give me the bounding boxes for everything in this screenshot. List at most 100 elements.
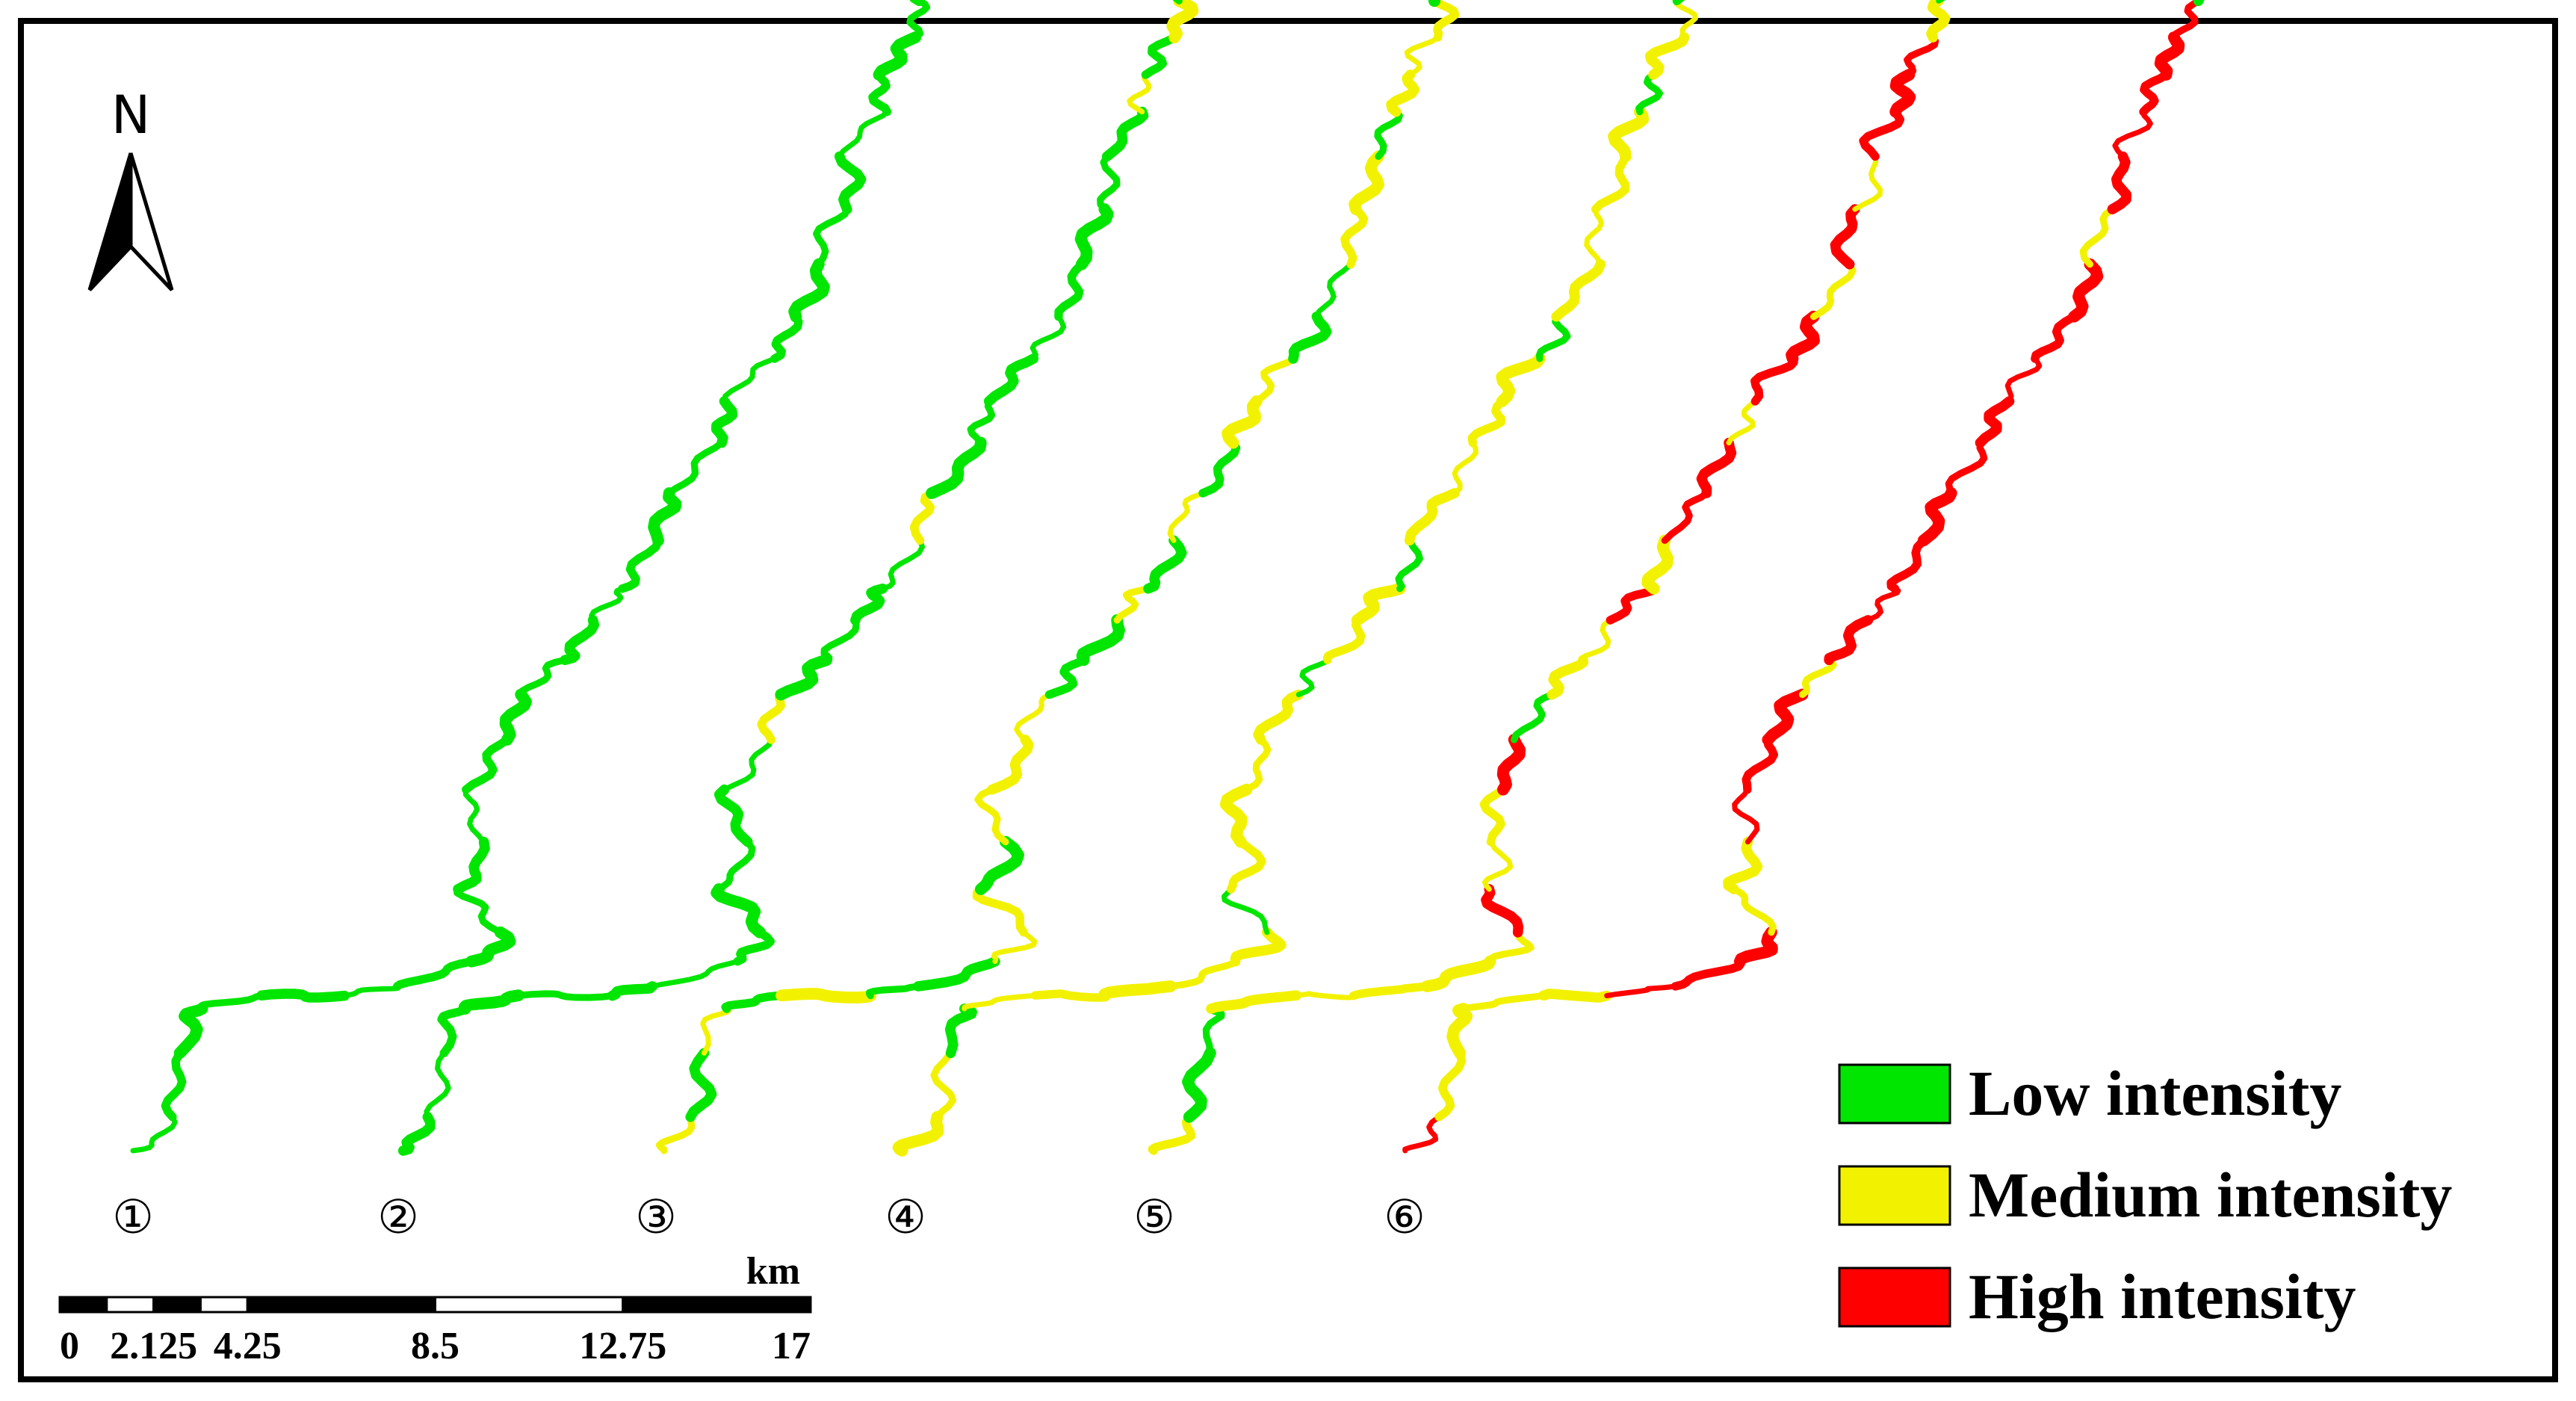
river-segment-medium: [1167, 958, 1239, 990]
river-segment-medium: [2079, 205, 2116, 268]
river-segment-low: [967, 398, 996, 447]
panel-labels: ① ② ③ ④ ⑤ ⑥: [112, 1190, 1425, 1244]
scale-segment: [105, 1296, 155, 1314]
river-segment-low: [722, 737, 774, 793]
river-segment-medium: [1452, 440, 1479, 496]
river-segment-medium: [1446, 1003, 1473, 1060]
river-segment-medium: [1098, 980, 1177, 1002]
river-segment-high: [2031, 312, 2078, 363]
river-segment-medium: [1852, 153, 1883, 212]
river-segment-low: [909, 0, 925, 7]
river-segment-medium: [1014, 692, 1052, 743]
north-arrow: N: [87, 84, 174, 291]
river-segment-medium: [1479, 785, 1508, 847]
scale-segment: [152, 1296, 202, 1314]
river-segment-medium: [1206, 990, 1302, 1014]
river-segment-low: [465, 926, 516, 968]
scale-segment: [622, 1296, 812, 1314]
scale-bar: km 0 2.125 4.25 8.5 12.75 17: [58, 1250, 812, 1367]
river-segment-medium: [1166, 0, 1199, 43]
river-segment-low: [711, 396, 737, 448]
river-segment-low: [1074, 203, 1114, 270]
river-segment-low: [837, 109, 890, 159]
river-segment-low: [1054, 260, 1086, 321]
river-segment-high: [1671, 957, 1745, 991]
scale-tick-label: 4.25: [214, 1325, 282, 1367]
river-panel-3: [655, 0, 1460, 1154]
river-segment-medium: [1730, 885, 1777, 936]
river-segment-medium: [1031, 989, 1109, 1002]
river-segment-medium: [1579, 617, 1613, 663]
river-segment-low: [722, 356, 778, 404]
legend-swatch-low: [1838, 1063, 1951, 1125]
river-segment-low: [515, 990, 616, 1001]
river-panel-5: [1148, 0, 1951, 1155]
river-segment-medium: [1349, 982, 1431, 1001]
river-segment-medium: [1434, 1048, 1467, 1122]
river-segment-medium: [1467, 397, 1507, 448]
river-segment-high: [2004, 356, 2043, 404]
scale-tick-label: 17: [772, 1325, 811, 1367]
river-segment-medium: [1591, 152, 1630, 214]
river-segment-medium: [1322, 616, 1366, 664]
river-segment-medium: [1167, 490, 1206, 543]
river-segment-medium: [1421, 955, 1496, 992]
river-segment-medium: [1674, 0, 1698, 40]
river-segment-low: [975, 835, 1024, 895]
river-segment-low: [462, 787, 487, 845]
river-segment-medium: [655, 1113, 696, 1154]
river-segment-medium: [962, 992, 1038, 1012]
river-segment-medium: [1293, 991, 1357, 1001]
river-segment-low: [453, 885, 504, 936]
river-panels: [130, 0, 2205, 1157]
river-segment-low: [713, 784, 753, 847]
river-segment-low: [173, 1003, 208, 1060]
legend: Low intensity Medium intensity High intens…: [1838, 1057, 2452, 1332]
legend-item-low: Low intensity: [1838, 1057, 2341, 1129]
river-segment-medium: [1230, 927, 1287, 967]
river-segment-low: [834, 151, 867, 214]
river-segment-medium: [1386, 69, 1419, 117]
scale-segment: [246, 1296, 436, 1314]
river-segment-low: [1288, 311, 1332, 364]
river-segment-medium: [987, 734, 1034, 795]
river-segment-low: [462, 735, 512, 794]
panel-label-5: ⑤: [1133, 1190, 1175, 1244]
river-segment-medium: [1926, 0, 1951, 43]
river-segment-low: [1672, 0, 1685, 5]
river-segment-medium: [1404, 488, 1460, 546]
scale-tick-label: 2.125: [110, 1325, 197, 1367]
river-segment-low: [1395, 536, 1423, 593]
river-segment-high: [1606, 584, 1659, 625]
river-segment-medium: [991, 930, 1038, 965]
river-segment-medium: [1486, 929, 1535, 965]
river-segment-low: [393, 957, 476, 991]
river-segment-low: [607, 981, 658, 1001]
river-segment-low: [868, 70, 892, 117]
river-segment-medium: [972, 885, 1028, 937]
river-segment-high: [1786, 310, 1820, 365]
river-segment-low: [813, 205, 851, 268]
river-segment-low: [458, 989, 524, 1015]
river-segment-low: [820, 616, 860, 664]
river-segment-low: [618, 536, 663, 593]
river-segment-high: [2068, 258, 2104, 323]
river-segment-high: [1886, 536, 1928, 593]
river-segment-high: [1904, 34, 1939, 78]
river-segment-medium: [1404, 34, 1441, 78]
scale-segments: [58, 1296, 812, 1314]
river-segment-high: [1859, 107, 1904, 161]
river-segment-low: [721, 991, 786, 1013]
legend-label-high: High intensity: [1969, 1261, 2356, 1332]
river-segment-high: [1889, 69, 1916, 118]
legend-label-low: Low intensity: [1969, 1057, 2341, 1129]
river-panel-4: [892, 0, 1698, 1157]
river-segment-medium: [1340, 205, 1369, 269]
river-segment-low: [1936, 0, 1945, 4]
river-segment-low: [906, 0, 931, 41]
river-panel-2: [397, 0, 1199, 1156]
river-segment-low: [926, 436, 987, 499]
river-segment-high: [1830, 204, 1860, 270]
river-segment-low: [130, 1114, 178, 1154]
river-segment-high: [2139, 70, 2171, 117]
